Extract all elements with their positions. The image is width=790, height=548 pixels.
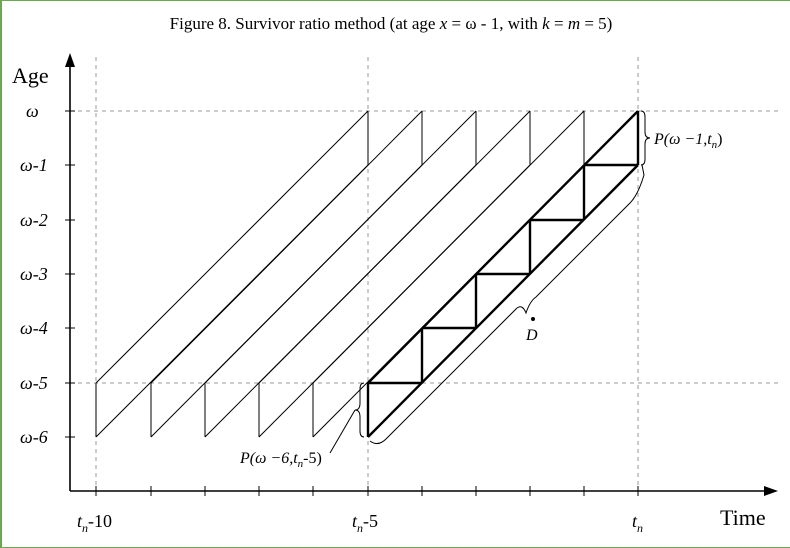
- y-tick-label: ω: [26, 101, 39, 121]
- leader-line: [329, 409, 356, 454]
- bold-cohort: [366, 110, 640, 438]
- lifeline: [204, 110, 477, 384]
- lifeline: [95, 110, 369, 384]
- grid-lines: [70, 57, 782, 491]
- x-tick-label-tn: tn: [632, 511, 643, 535]
- brace-top: [640, 110, 651, 166]
- diagonal-brace: [369, 164, 645, 445]
- x-axis-arrow-icon: [764, 486, 778, 496]
- figure-title: Figure 8. Survivor ratio method (at age …: [170, 14, 613, 33]
- y-tick-marks: [65, 110, 75, 438]
- lifeline: [258, 110, 531, 384]
- y-tick-label: ω-5: [20, 373, 48, 393]
- y-axis-arrow-icon: [65, 53, 75, 67]
- y-tick-label: ω-2: [20, 210, 48, 230]
- x-tick-label-tn10: tn-10: [77, 511, 112, 535]
- bold-lifeline-lower: [367, 164, 639, 438]
- bold-lifeline-upper: [367, 110, 639, 384]
- label-p-top: P(ω −1,tn): [653, 131, 722, 151]
- y-tick-label: ω-3: [20, 264, 48, 284]
- d-dot: [531, 317, 535, 321]
- axes: [69, 63, 768, 492]
- x-axis-title: Time: [720, 505, 766, 530]
- y-axis-title: Age: [12, 63, 49, 88]
- y-tick-labels: ω ω-1 ω-2 ω-3 ω-4 ω-5 ω-6: [20, 101, 48, 447]
- y-tick-label: ω-4: [20, 318, 48, 338]
- x-tick-label-tn5: tn-5: [352, 511, 378, 535]
- y-tick-label: ω-1: [20, 155, 48, 175]
- lifeline: [312, 110, 585, 384]
- label-d: D: [525, 327, 538, 344]
- x-tick-marks: [95, 486, 639, 496]
- x-tick-labels: tn-10 tn-5 tn: [77, 511, 643, 535]
- lifeline: [150, 110, 423, 384]
- brace-bottom: [354, 382, 365, 438]
- label-p-bottom: P(ω −6,tn-5): [239, 450, 322, 470]
- y-tick-label: ω-6: [20, 427, 48, 447]
